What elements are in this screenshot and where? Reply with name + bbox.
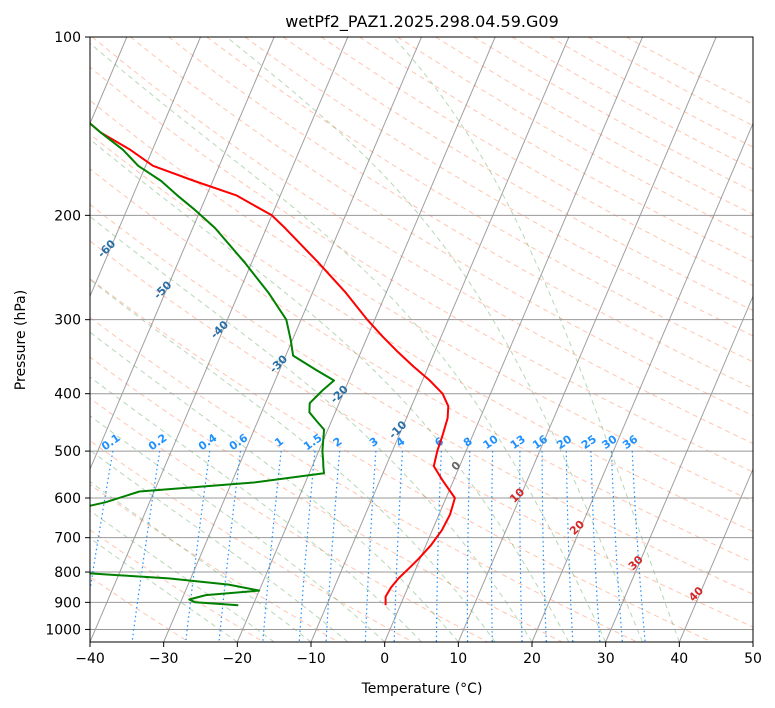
y-tick-label: 700 [54, 531, 81, 547]
moist-adiabat [90, 215, 533, 642]
mixing-ratio-line [185, 451, 211, 642]
mixing-ratio-line [435, 451, 442, 642]
y-tick-label: 200 [54, 208, 81, 224]
x-tick-label: 20 [523, 651, 541, 667]
y-axis-label: Pressure (hPa) [13, 290, 29, 390]
isotherm-line [90, 37, 349, 642]
dewpoint-profile [90, 122, 335, 607]
background-lines [90, 37, 753, 642]
moist-adiabat [90, 537, 238, 642]
dry-adiabat [90, 440, 414, 642]
mixing-ratio-line [466, 451, 471, 642]
mixing-ratio-line [519, 451, 523, 642]
y-tick-label: 400 [54, 387, 81, 403]
x-tick-label: −40 [75, 651, 105, 667]
mixing-ratio-line [610, 451, 623, 642]
x-tick-label: −30 [149, 651, 179, 667]
isotherm-line [384, 37, 643, 642]
moist-adiabat [90, 415, 386, 642]
mixing-ratio-line [541, 451, 547, 642]
moist-adiabat [90, 376, 422, 642]
mixing-ratio-line [565, 451, 574, 642]
moist-adiabat [392, 37, 680, 642]
isotherm-line [531, 122, 753, 642]
isotherm-line [678, 467, 753, 642]
temperature-profile [90, 122, 456, 606]
moist-adiabat [90, 42, 607, 642]
mixing-ratio-line [325, 451, 341, 642]
y-tick-label: 900 [54, 595, 81, 611]
mixing-ratio-line [590, 451, 601, 642]
dry-adiabat [244, 37, 753, 337]
profiles [90, 122, 456, 607]
chart-title: wetPf2_PAZ1.2025.298.04.59.G09 [285, 12, 559, 32]
dry-adiabat [90, 529, 264, 642]
moist-adiabat [90, 138, 570, 642]
x-tick-label: −20 [223, 651, 253, 667]
plot-frame [89, 36, 754, 643]
moist-adiabat [90, 331, 459, 642]
dry-adiabat [90, 278, 712, 642]
x-tick-label: 50 [744, 651, 762, 667]
x-axis-label: Temperature (°C) [361, 681, 483, 697]
dry-adiabat [90, 576, 190, 642]
y-tick-label: 1000 [45, 622, 81, 638]
isotherm-line [90, 37, 275, 471]
mixing-ratio-line [262, 451, 282, 642]
isotherm-line [90, 37, 201, 298]
mixing-ratio-line [218, 451, 242, 642]
y-tick-label: 300 [54, 313, 81, 329]
mixing-ratio-line [364, 451, 377, 642]
y-tick-label: 500 [54, 444, 81, 460]
mixing-ratio-line [631, 451, 646, 642]
mixing-ratio-line [490, 451, 494, 642]
axis-ticks: −40 −30 −20 −10 0 10 20 30 40 50 100 200 300 400 500 60… [45, 30, 762, 667]
dry-adiabat [90, 356, 563, 642]
x-tick-label: 40 [670, 651, 688, 667]
isotherm-line [457, 37, 717, 642]
dry-adiabat [320, 37, 753, 287]
dry-adiabat [90, 99, 753, 502]
dry-adiabat [282, 37, 753, 312]
moist-adiabat [226, 37, 643, 642]
y-tick-label: 600 [54, 491, 81, 507]
isotherm-line [163, 37, 422, 642]
mixing-ratio-line [131, 451, 161, 642]
dry-adiabat [90, 397, 488, 642]
y-tick-label: 100 [54, 30, 81, 46]
mixing-ratio-line [298, 451, 316, 642]
moist-adiabat [90, 279, 496, 642]
dry-adiabat [90, 66, 753, 473]
isotherm-line [310, 37, 570, 642]
dry-adiabat [90, 316, 638, 642]
x-tick-label: −10 [296, 651, 326, 667]
dry-adiabat [90, 203, 753, 595]
mixing-ratio-line [393, 451, 404, 642]
x-tick-label: 0 [380, 651, 389, 667]
isotherm-line [605, 295, 753, 642]
moist-adiabat [90, 449, 349, 642]
y-tick-label: 800 [54, 565, 81, 581]
moist-adiabat [90, 481, 312, 642]
dry-adiabat [90, 240, 753, 628]
isotherm-line [236, 37, 496, 642]
x-tick-label: 10 [449, 651, 467, 667]
dry-adiabat [90, 133, 753, 533]
x-tick-label: 30 [597, 651, 615, 667]
